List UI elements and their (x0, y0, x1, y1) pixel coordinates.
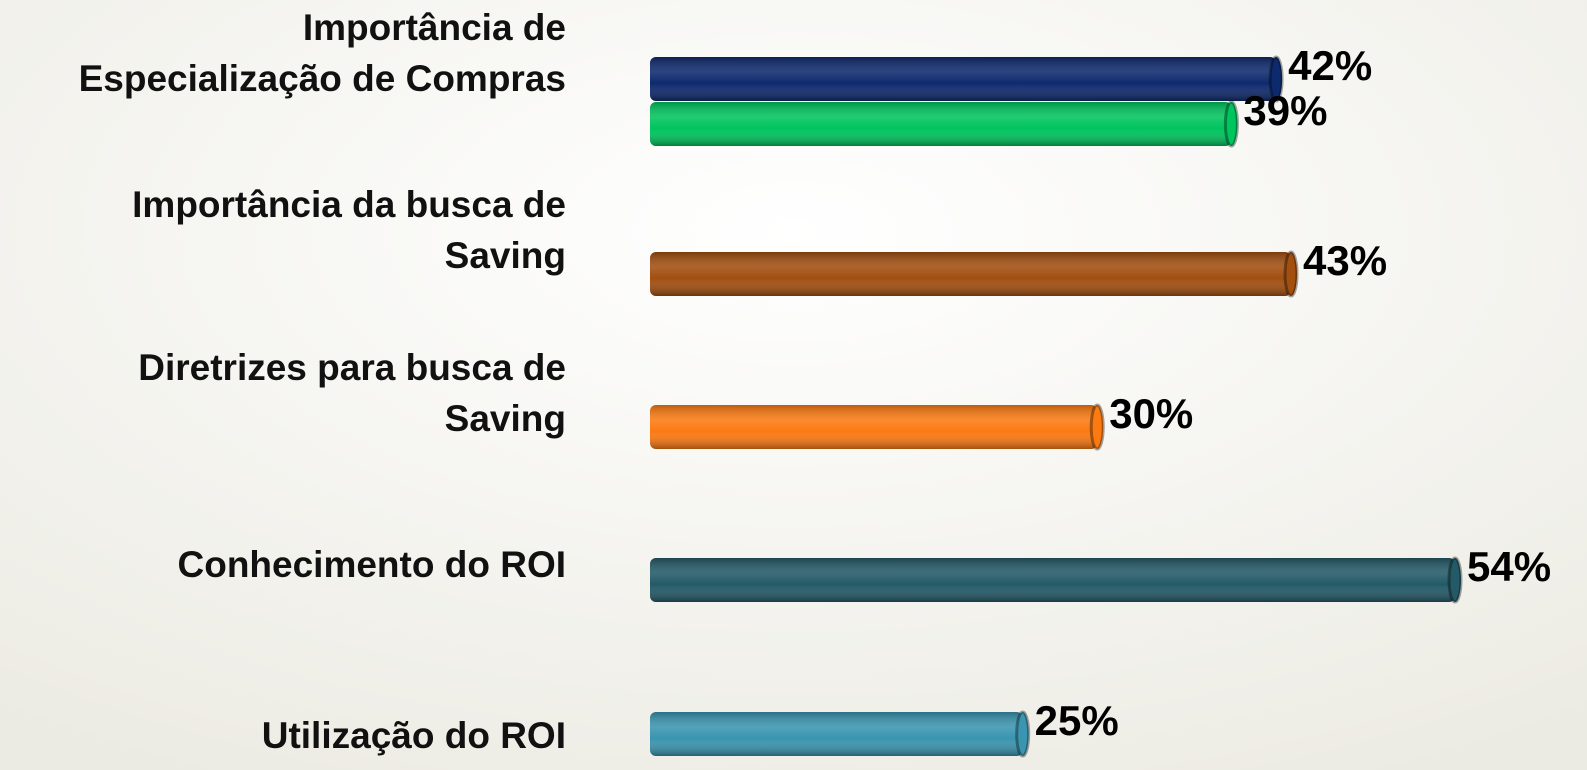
bar-shade (650, 57, 1277, 101)
bar-cap (1089, 403, 1105, 451)
category-label: Saving (445, 398, 566, 439)
category-label: Especialização de Compras (79, 58, 566, 99)
value-label: 30% (1109, 390, 1193, 437)
bar-shade (650, 102, 1232, 146)
bar-cap (1268, 55, 1284, 103)
bar-cap (1283, 250, 1299, 298)
value-label: 25% (1035, 697, 1119, 744)
value-label: 43% (1303, 237, 1387, 284)
bar-cap (1015, 710, 1031, 758)
category-label: Diretrizes para busca de (138, 347, 566, 388)
category-label: Conhecimento do ROI (178, 544, 567, 585)
category-label: Importância da busca de (132, 184, 566, 225)
bar-shade (650, 405, 1098, 449)
bar-shade (650, 712, 1023, 756)
category-label: Importância de (303, 7, 566, 48)
category-label: Saving (445, 235, 566, 276)
value-label: 54% (1467, 543, 1551, 590)
value-label: 42% (1288, 42, 1372, 89)
bar-shade (650, 558, 1455, 602)
value-label: 39% (1243, 87, 1327, 134)
bar-cap (1223, 100, 1239, 148)
bar-cap (1447, 556, 1463, 604)
bar-shade (650, 252, 1292, 296)
category-label: Utilização do ROI (262, 715, 566, 756)
